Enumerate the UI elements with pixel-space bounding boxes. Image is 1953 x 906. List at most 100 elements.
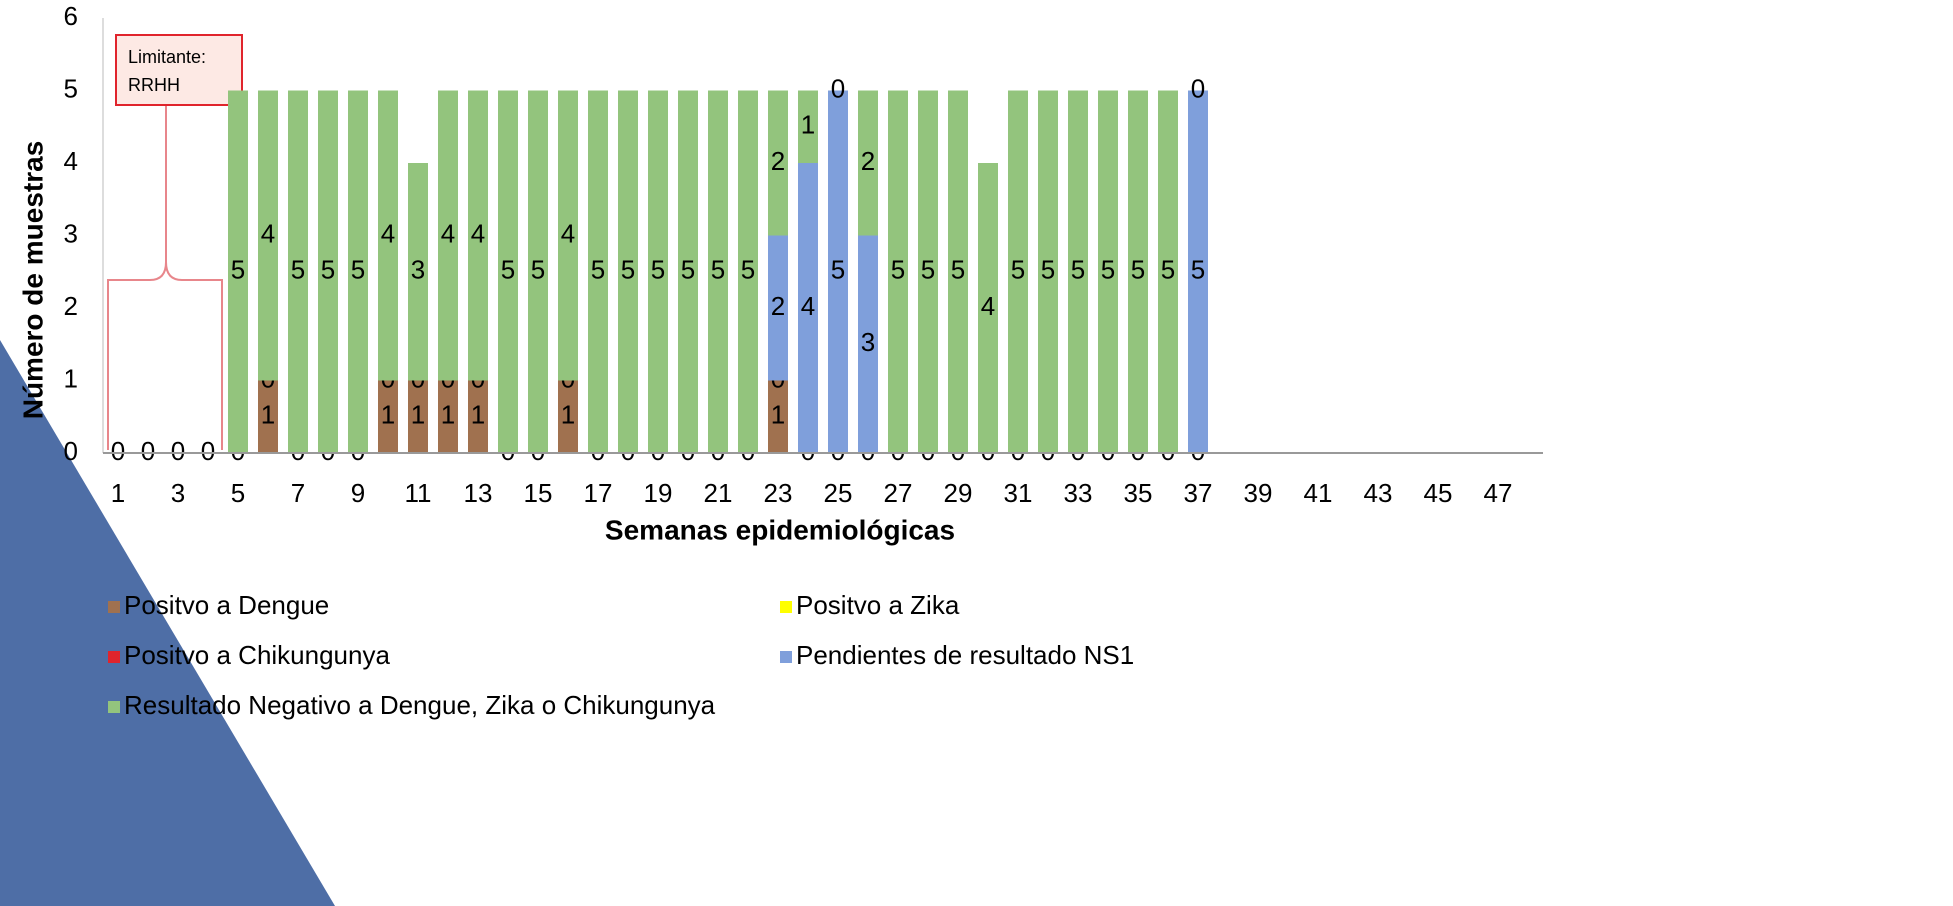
bar-segment	[1098, 90, 1118, 453]
data-label: 5	[831, 255, 845, 285]
data-label: 2	[771, 291, 785, 321]
legend-swatch	[780, 651, 792, 663]
x-tick-label: 19	[644, 478, 673, 508]
legend-swatch	[108, 701, 120, 713]
y-tick-label: 6	[64, 1, 78, 31]
bar-segment	[378, 380, 398, 453]
data-label: 1	[261, 400, 275, 430]
x-tick-label: 15	[524, 478, 553, 508]
bar-segment	[468, 90, 488, 381]
data-label: 4	[381, 218, 395, 248]
data-label: 5	[351, 255, 365, 285]
x-tick-label: 13	[464, 478, 493, 508]
data-label: 0	[201, 436, 215, 466]
bar-segment	[378, 90, 398, 381]
bar-segment	[858, 235, 878, 453]
bar-segment	[1068, 90, 1088, 453]
bar-segment	[678, 90, 698, 453]
data-label: 5	[501, 255, 515, 285]
x-tick-label: 21	[704, 478, 733, 508]
bar-segment	[1188, 90, 1208, 453]
data-label: 5	[651, 255, 665, 285]
bar-segment	[948, 90, 968, 453]
x-tick-label: 9	[351, 478, 365, 508]
x-tick-label: 5	[231, 478, 245, 508]
x-tick-label: 3	[171, 478, 185, 508]
x-tick-label: 43	[1364, 478, 1393, 508]
legend-swatch	[780, 601, 792, 613]
data-label: 5	[1101, 255, 1115, 285]
x-tick-label: 41	[1304, 478, 1333, 508]
data-label: 2	[861, 146, 875, 176]
background-triangle	[0, 340, 335, 906]
x-tick-label: 47	[1484, 478, 1513, 508]
data-label: 4	[261, 218, 275, 248]
bar-segment	[258, 90, 278, 381]
data-label: 0	[111, 436, 125, 466]
bar-segment	[528, 90, 548, 453]
data-label: 1	[441, 400, 455, 430]
bar-segment	[408, 380, 428, 453]
x-tick-label: 25	[824, 478, 853, 508]
legend-label: Pendientes de resultado NS1	[796, 640, 1134, 670]
legend-label: Positvo a Dengue	[124, 590, 329, 620]
bar-segment	[918, 90, 938, 453]
annotation-text: RRHH	[128, 75, 180, 95]
data-label: 1	[471, 400, 485, 430]
data-label: 1	[381, 400, 395, 430]
x-tick-label: 7	[291, 478, 305, 508]
annotation-text: Limitante:	[128, 47, 206, 67]
bar-segment	[318, 90, 338, 453]
y-tick-label: 1	[64, 363, 78, 393]
data-label: 5	[711, 255, 725, 285]
x-tick-label: 1	[111, 478, 125, 508]
bar-segment	[438, 380, 458, 453]
data-label: 0	[141, 436, 155, 466]
x-tick-label: 11	[405, 478, 432, 508]
x-tick-label: 27	[884, 478, 913, 508]
bar-segment	[438, 90, 458, 381]
data-label: 4	[471, 218, 485, 248]
data-label: 5	[921, 255, 935, 285]
bar-segment	[468, 380, 488, 453]
bar-segment	[828, 90, 848, 453]
data-label: 5	[231, 255, 245, 285]
legend-swatch	[108, 601, 120, 613]
data-label: 1	[771, 400, 785, 430]
y-tick-label: 5	[64, 73, 78, 103]
bar-segment	[558, 90, 578, 381]
bar-segment	[738, 90, 758, 453]
x-tick-label: 23	[764, 478, 793, 508]
x-tick-label: 29	[944, 478, 973, 508]
data-label: 3	[411, 255, 425, 285]
data-label: 5	[1011, 255, 1025, 285]
bar-segment	[768, 90, 788, 236]
legend-swatch	[108, 651, 120, 663]
bar-segment	[798, 90, 818, 163]
data-label: 5	[531, 255, 545, 285]
data-label: 5	[591, 255, 605, 285]
bar-segment	[1038, 90, 1058, 453]
bar-segment	[708, 90, 728, 453]
data-label: 0	[1191, 73, 1205, 103]
x-tick-label: 33	[1064, 478, 1093, 508]
bar-segment	[888, 90, 908, 453]
x-tick-label: 35	[1124, 478, 1153, 508]
bar-segment	[588, 90, 608, 453]
data-label: 1	[561, 400, 575, 430]
data-label: 4	[441, 218, 455, 248]
bar-segment	[768, 235, 788, 381]
bar-segment	[1008, 90, 1028, 453]
data-label: 4	[981, 291, 995, 321]
annotation-bracket	[107, 105, 223, 450]
data-label: 5	[681, 255, 695, 285]
bar-segment	[258, 380, 278, 453]
bar-segment	[408, 163, 428, 381]
data-label: 5	[321, 255, 335, 285]
y-tick-label: 2	[64, 291, 78, 321]
data-label: 5	[891, 255, 905, 285]
data-label: 5	[951, 255, 965, 285]
data-label: 1	[411, 400, 425, 430]
bar-segment	[648, 90, 668, 453]
